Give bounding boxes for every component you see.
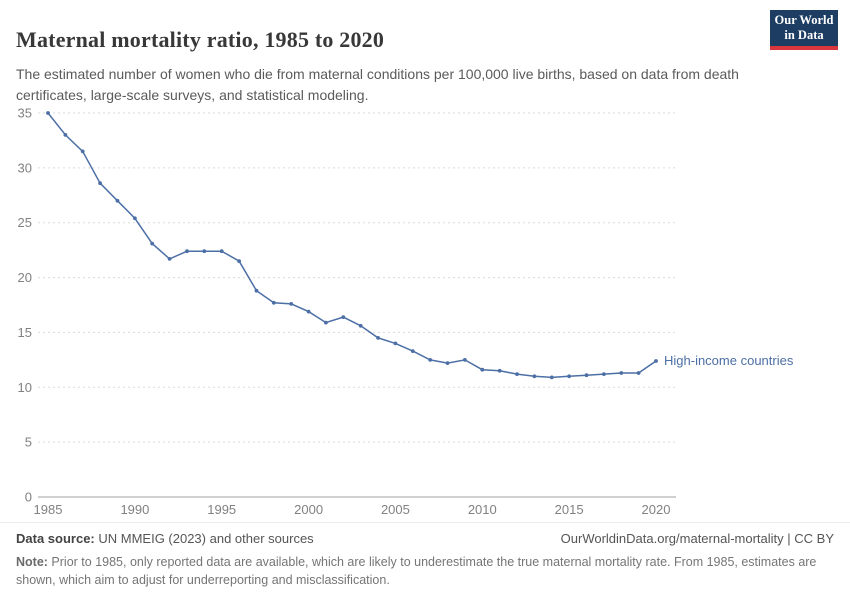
y-tick-label: 10 (18, 380, 32, 395)
data-point (463, 358, 467, 362)
y-tick-label: 35 (18, 106, 32, 121)
data-point (271, 300, 276, 305)
note-label: Note: (16, 555, 48, 569)
x-tick-label: 2015 (555, 502, 584, 517)
series-end-label: High-income countries (664, 353, 794, 368)
data-point (185, 249, 189, 254)
data-point (80, 149, 85, 154)
data-point (532, 374, 537, 379)
y-tick-label: 5 (25, 435, 32, 450)
data-point (445, 361, 450, 365)
y-tick-label: 25 (18, 215, 32, 230)
note-text: Prior to 1985, only reported data are av… (16, 555, 817, 587)
license-attribution: OurWorldinData.org/maternal-mortality | … (560, 531, 834, 546)
y-tick-label: 30 (18, 160, 32, 175)
data-point (619, 371, 624, 375)
data-source: Data source: UN MMEIG (2023) and other s… (16, 530, 314, 547)
series-line (47, 112, 657, 379)
data-point (46, 111, 50, 115)
data-point (150, 241, 155, 246)
y-tick-label: 0 (25, 490, 32, 505)
y-tick-label: 20 (18, 270, 32, 285)
data-source-label: Data source: (16, 531, 95, 546)
data-point (63, 133, 68, 137)
data-point (428, 358, 433, 362)
chart-footer: Data source: UN MMEIG (2023) and other s… (16, 530, 834, 589)
chart-subtitle: The estimated number of women who die fr… (16, 66, 739, 103)
owid-logo-line2: in Data (784, 28, 824, 42)
chart-canvas: 0 5 10 15 20 25 30 35 1985 1990 1995 2000 2005 2010 20… (18, 106, 794, 518)
data-point (410, 349, 415, 353)
data-point (341, 315, 346, 319)
data-point (289, 302, 294, 306)
data-point (358, 323, 363, 328)
data-point (393, 341, 398, 346)
data-point (133, 216, 137, 221)
x-tick-label: 2010 (468, 502, 497, 517)
data-point (515, 372, 519, 376)
data-point (376, 336, 380, 340)
data-point (167, 257, 172, 261)
data-point (567, 374, 571, 379)
footer-separator (0, 522, 850, 523)
data-point (654, 359, 658, 363)
x-tick-label: 2020 (642, 502, 671, 517)
x-tick-label: 1995 (207, 502, 236, 517)
data-point (237, 259, 242, 263)
x-tick-label: 2005 (381, 502, 410, 517)
page-title: Maternal mortality ratio, 1985 to 2020 (16, 26, 385, 52)
data-point (254, 288, 259, 293)
data-point (98, 181, 102, 186)
data-point (549, 375, 554, 380)
x-tick-label: 2000 (294, 502, 323, 517)
owid-logo-line1: Our World (774, 13, 834, 27)
data-point (202, 249, 207, 254)
data-point (584, 373, 589, 378)
data-point (324, 320, 328, 325)
data-point (219, 249, 224, 254)
data-point (636, 371, 641, 375)
data-point (306, 309, 311, 314)
owid-logo: Our World in Data (770, 10, 838, 50)
x-tick-label: 1990 (120, 502, 149, 517)
y-tick-label: 15 (18, 325, 32, 340)
chart-note: Note: Prior to 1985, only reported data … (16, 553, 834, 589)
chart-area: 0 5 10 15 20 25 30 35 1985 1990 1995 2000 2005 2010 20… (0, 95, 850, 525)
data-point (497, 368, 502, 373)
x-tick-label: 1985 (34, 502, 63, 517)
data-point (602, 372, 606, 376)
data-point (115, 198, 120, 203)
data-point (480, 367, 485, 372)
data-source-text: UN MMEIG (2023) and other sources (94, 531, 314, 546)
